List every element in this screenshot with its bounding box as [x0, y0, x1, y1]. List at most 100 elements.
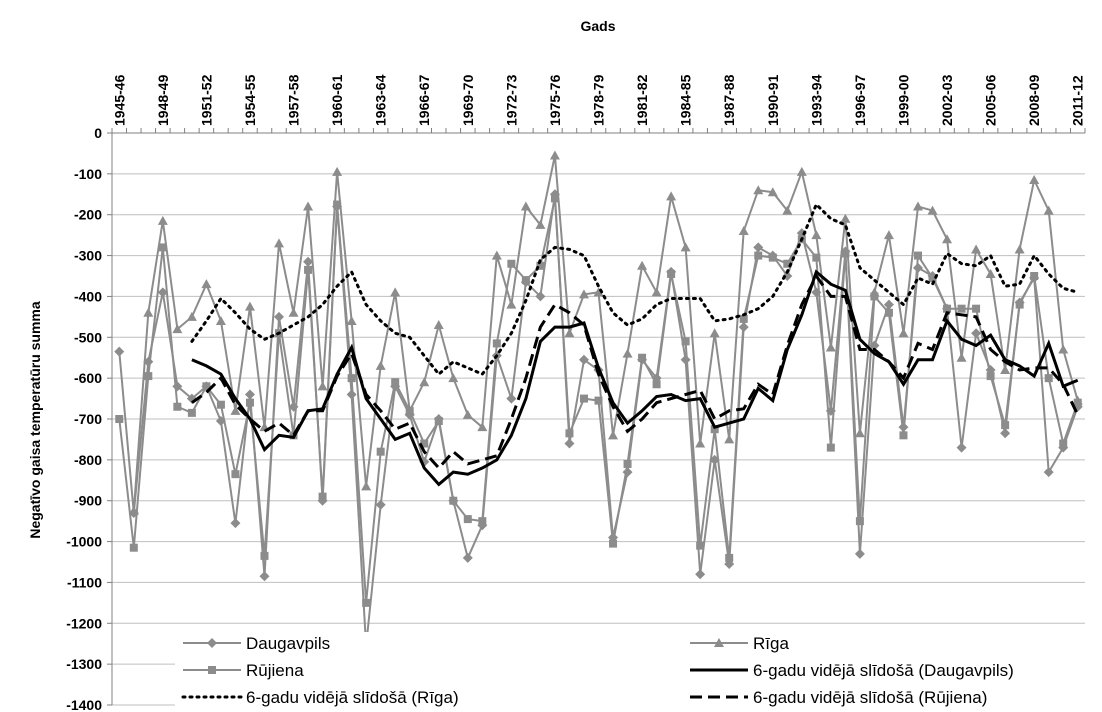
- marker: [753, 242, 764, 253]
- marker: [986, 372, 995, 381]
- marker: [985, 268, 996, 278]
- legend-label: Daugavpils: [246, 634, 330, 653]
- marker: [390, 287, 401, 297]
- marker: [899, 431, 908, 440]
- marker: [609, 539, 618, 548]
- marker: [536, 261, 545, 270]
- marker: [912, 201, 923, 211]
- marker: [1029, 174, 1040, 184]
- marker: [666, 191, 677, 201]
- marker: [841, 249, 850, 258]
- marker: [564, 328, 575, 338]
- x-tick-label: 1993-94: [808, 74, 824, 126]
- marker: [578, 354, 589, 365]
- y-tick-label: -400: [74, 288, 102, 304]
- legend-label: 6-gadu vidējā slīdošā (Daugavpils): [753, 661, 1014, 680]
- marker: [695, 569, 706, 580]
- marker: [187, 408, 196, 417]
- marker: [549, 150, 560, 160]
- marker: [288, 307, 299, 317]
- marker: [157, 215, 168, 225]
- x-axis-title: Gads: [580, 18, 615, 34]
- x-tick-label: 1981-82: [634, 74, 650, 126]
- marker: [376, 447, 385, 456]
- legend-label: Rīga: [753, 634, 789, 653]
- y-tick-label: -200: [74, 207, 102, 223]
- marker: [680, 354, 691, 365]
- marker: [565, 429, 574, 438]
- marker: [143, 307, 154, 317]
- y-tick-label: -300: [74, 248, 102, 264]
- marker: [1058, 344, 1069, 354]
- marker: [622, 348, 633, 358]
- marker: [245, 398, 254, 407]
- marker: [608, 430, 619, 440]
- marker: [1015, 300, 1024, 309]
- marker: [230, 518, 241, 529]
- marker: [420, 439, 429, 448]
- x-tick-label: 1972-73: [503, 74, 519, 126]
- marker: [231, 470, 240, 479]
- x-tick-label: 1945-46: [111, 74, 127, 126]
- legend-label: 6-gadu vidējā slīdošā (Rīga): [246, 688, 459, 707]
- marker: [391, 378, 400, 387]
- marker: [201, 279, 212, 289]
- marker: [230, 405, 241, 415]
- marker: [884, 308, 893, 317]
- marker: [259, 571, 270, 582]
- marker: [274, 238, 285, 248]
- x-tick-label: 1999-00: [895, 74, 911, 126]
- marker: [768, 253, 777, 262]
- marker: [520, 201, 531, 211]
- marker: [346, 389, 357, 400]
- marker: [638, 353, 647, 362]
- marker: [434, 417, 443, 426]
- marker: [244, 301, 255, 311]
- legend-label: Rūjiena: [246, 661, 304, 680]
- marker: [362, 598, 371, 607]
- x-tick-label: 2002-03: [939, 74, 955, 126]
- legend: [175, 632, 1100, 708]
- marker: [333, 200, 342, 209]
- marker: [492, 339, 501, 348]
- marker: [883, 299, 894, 310]
- marker: [667, 269, 676, 278]
- marker: [812, 253, 821, 262]
- marker: [927, 205, 938, 215]
- y-tick-label: -1000: [66, 534, 102, 550]
- x-tick-label: 1966-67: [416, 74, 432, 126]
- marker: [202, 382, 211, 391]
- marker: [463, 515, 472, 524]
- x-tick-label: 1987-88: [721, 74, 737, 126]
- x-tick-label: 1960-61: [329, 74, 345, 126]
- marker: [796, 166, 807, 176]
- marker: [714, 638, 724, 647]
- marker: [114, 346, 125, 357]
- y-tick-label: -500: [74, 329, 102, 345]
- y-tick-label: -800: [74, 452, 102, 468]
- marker: [208, 666, 216, 674]
- marker: [507, 259, 516, 268]
- marker: [1014, 244, 1025, 254]
- marker: [260, 551, 269, 560]
- marker: [1000, 428, 1011, 439]
- marker: [1059, 439, 1068, 448]
- y-tick-label: -1400: [66, 697, 102, 712]
- y-tick-label: 0: [94, 125, 102, 141]
- marker: [724, 434, 735, 444]
- marker: [578, 289, 589, 299]
- marker: [361, 481, 372, 491]
- marker: [462, 552, 473, 563]
- marker: [173, 402, 182, 411]
- marker: [971, 328, 982, 339]
- y-tick-label: -700: [74, 411, 102, 427]
- marker: [652, 380, 661, 389]
- marker: [115, 415, 124, 423]
- x-tick-label: 1957-58: [286, 74, 302, 126]
- x-tick-label: 2005-06: [983, 74, 999, 126]
- x-tick-label: 1948-49: [155, 74, 171, 126]
- marker: [477, 422, 488, 432]
- marker: [811, 230, 822, 240]
- marker: [956, 442, 967, 453]
